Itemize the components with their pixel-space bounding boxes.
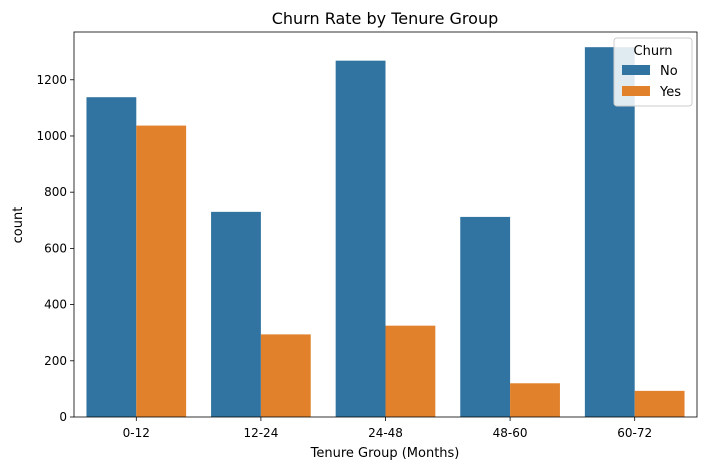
bar-no-12-24 xyxy=(211,211,261,417)
y-tick-label: 200 xyxy=(44,354,67,368)
y-tick-label: 600 xyxy=(44,241,67,255)
y-tick-label: 1200 xyxy=(36,73,67,87)
y-tick-label: 0 xyxy=(59,410,67,424)
x-tick-label: 24-48 xyxy=(368,426,403,440)
legend-label-no: No xyxy=(660,64,678,79)
bar-yes-12-24 xyxy=(260,334,311,417)
bar-yes-24-48 xyxy=(385,325,436,417)
bar-yes-0-12 xyxy=(136,125,187,417)
y-tick-label: 1000 xyxy=(36,129,67,143)
x-axis-label: Tenure Group (Months) xyxy=(310,446,460,461)
y-tick-label: 800 xyxy=(44,185,67,199)
y-axis-label: count xyxy=(11,207,26,244)
legend-title: Churn xyxy=(634,44,673,59)
legend: Churn No Yes xyxy=(613,37,693,107)
x-tick-label: 12-24 xyxy=(243,426,278,440)
bar-no-24-48 xyxy=(335,60,386,417)
bar-yes-60-72 xyxy=(634,390,685,417)
chart-title: Churn Rate by Tenure Group xyxy=(272,9,499,28)
bar-no-0-12 xyxy=(86,97,137,417)
x-tick-label: 60-72 xyxy=(617,426,652,440)
bar-no-48-60 xyxy=(460,216,511,417)
x-tick-label: 0-12 xyxy=(123,426,150,440)
x-tick-label: 48-60 xyxy=(493,426,528,440)
legend-label-yes: Yes xyxy=(659,85,681,100)
plot-area: 0 200 400 600 800 1000 1200 0-12 12-24 24-48 48-60… xyxy=(36,31,698,440)
y-tick-label: 400 xyxy=(44,298,67,312)
bar-yes-48-60 xyxy=(510,383,560,417)
legend-swatch-no xyxy=(622,65,650,75)
bar-no-60-72 xyxy=(584,47,635,418)
legend-swatch-yes xyxy=(622,86,650,96)
